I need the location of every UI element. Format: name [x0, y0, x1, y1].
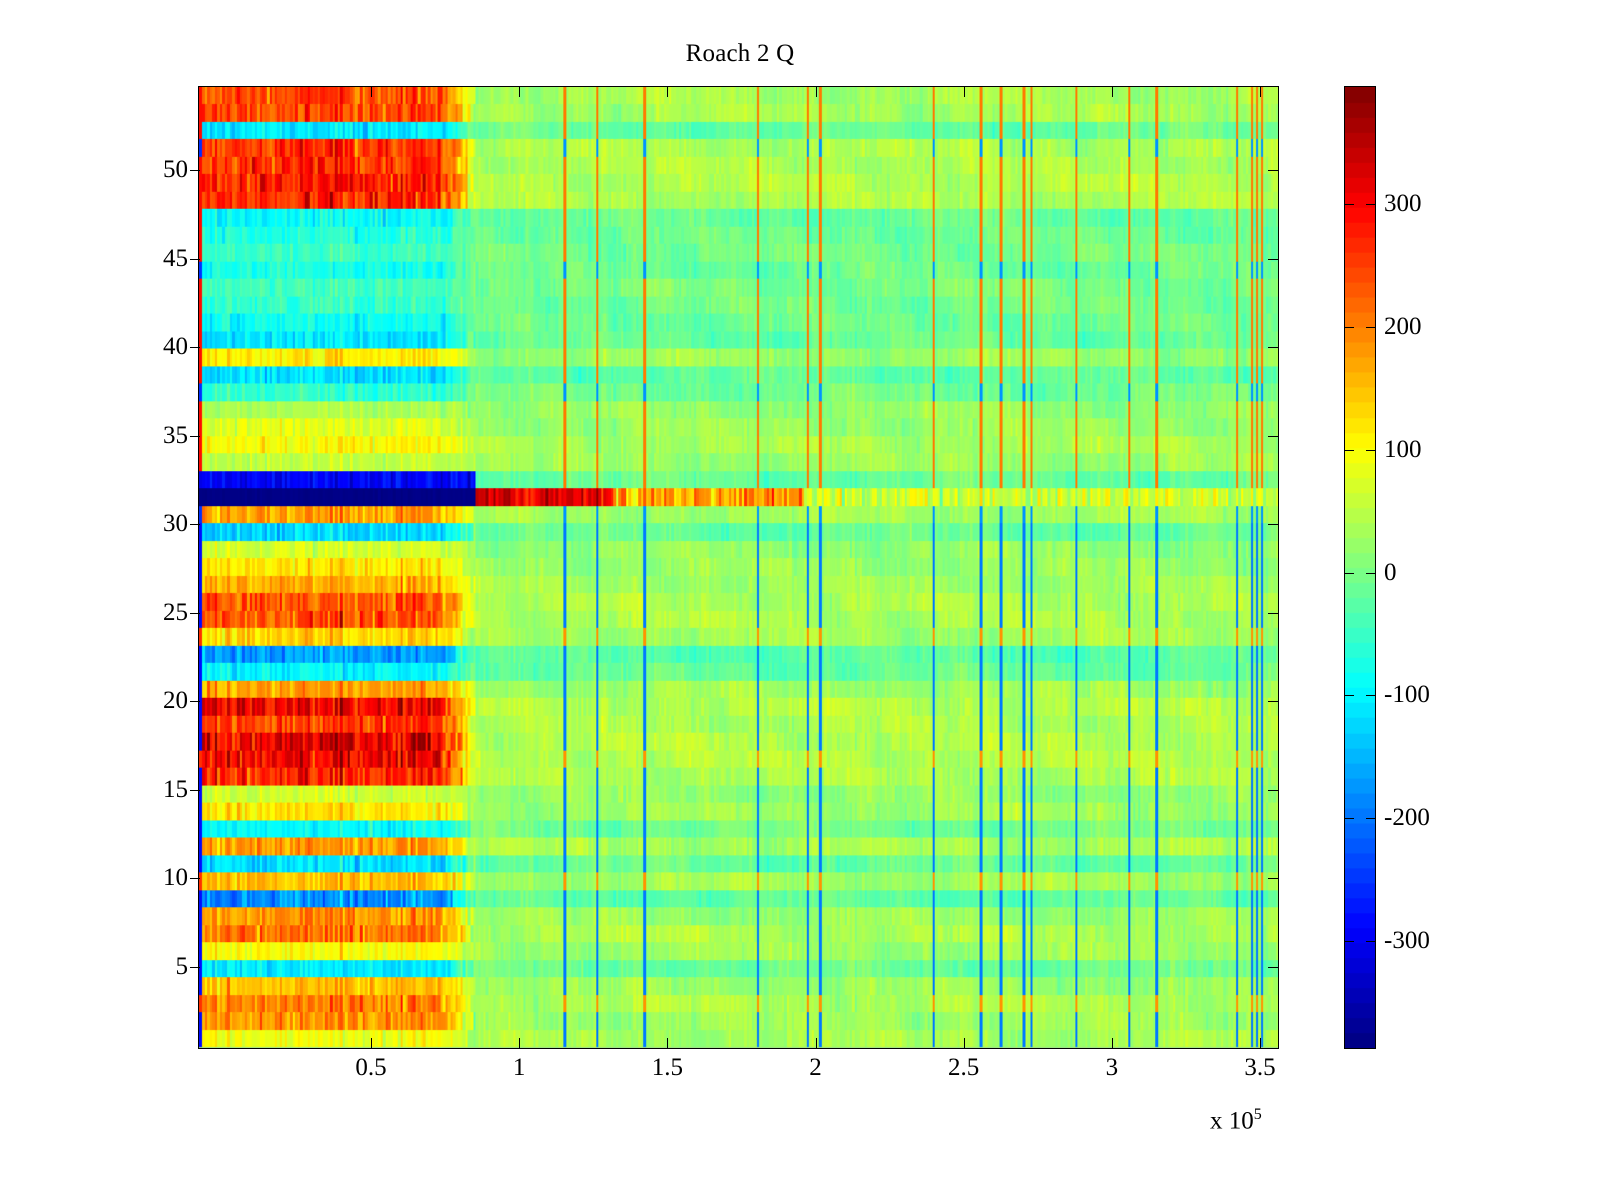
colorbar-tick-right: [1366, 204, 1375, 205]
x-axis-tick-top: [667, 86, 669, 97]
y-axis-tick-right: [1268, 524, 1279, 526]
colorbar-tick-label: -200: [1384, 804, 1430, 832]
colorbar-gradient: [1345, 87, 1375, 1048]
colorbar-tick-label: 200: [1384, 312, 1422, 340]
x-axis-tick: [1260, 1038, 1261, 1049]
colorbar-tick-right: [1366, 449, 1375, 451]
y-axis-tick: [190, 701, 200, 703]
y-axis-tick-right: [1268, 347, 1279, 349]
colorbar-tick-right: [1366, 818, 1375, 820]
x-axis-tick-label: 1.5: [651, 1054, 683, 1081]
x-axis-tick: [1111, 1038, 1113, 1049]
y-axis-tick: [190, 170, 200, 171]
y-axis-tick-right: [1268, 967, 1279, 968]
colorbar-tick: [1345, 818, 1354, 820]
colorbar-tick: [1345, 326, 1354, 328]
x-axis-tick: [963, 1038, 965, 1049]
colorbar-tick: [1345, 572, 1354, 574]
x-axis-tick-label: 0.5: [355, 1054, 387, 1081]
y-axis-tick-label: 10: [163, 864, 188, 892]
y-axis-tick-right: [1268, 170, 1279, 171]
y-axis-tick: [190, 612, 200, 614]
y-axis-tick-right: [1268, 701, 1279, 703]
x-axis-tick-label: 2: [809, 1054, 822, 1081]
x-axis-tick-top: [519, 86, 521, 97]
heatmap-plot-area[interactable]: [198, 86, 1279, 1049]
heatmap-image: [199, 87, 1278, 1048]
x-axis-exponent-label: x 105: [1210, 1106, 1262, 1135]
y-axis-tick-label: 15: [163, 775, 188, 803]
x-exponent-mantissa: x 10: [1210, 1107, 1254, 1135]
y-axis-tick: [190, 524, 200, 526]
colorbar-tick-right: [1366, 941, 1375, 942]
x-axis-tick-label: 3: [1105, 1054, 1119, 1081]
x-axis-tick-label: 3.5: [1244, 1054, 1276, 1081]
colorbar-tick-label: -300: [1384, 927, 1430, 954]
x-axis-tick: [371, 1038, 372, 1049]
x-exponent-power: 5: [1253, 1106, 1262, 1123]
colorbar-tick-label: -100: [1384, 681, 1430, 709]
y-axis-tick: [190, 878, 200, 880]
x-axis-tick-top: [1111, 86, 1113, 97]
x-axis-tick-top: [1260, 86, 1261, 97]
x-axis-tick: [667, 1038, 669, 1049]
y-axis-tick: [190, 435, 200, 437]
page-title: Roach 2 Q: [685, 40, 795, 67]
x-axis-tick-top: [963, 86, 965, 97]
y-axis-tick: [190, 347, 200, 349]
y-axis-tick-right: [1268, 789, 1279, 791]
y-axis-tick-right: [1268, 878, 1279, 880]
colorbar-tick: [1345, 449, 1354, 451]
y-axis-tick-label: 40: [163, 333, 188, 361]
colorbar-tick: [1345, 941, 1354, 942]
colorbar-tick-right: [1366, 572, 1375, 574]
colorbar-tick: [1345, 204, 1354, 205]
y-axis-tick-label: 5: [175, 953, 189, 980]
y-axis-tick-label: 35: [163, 421, 188, 449]
colorbar-tick-right: [1366, 695, 1375, 697]
y-axis-tick-label: 50: [163, 156, 188, 183]
x-axis-tick-label: 2.5: [948, 1054, 980, 1081]
y-axis-tick: [190, 967, 200, 968]
x-axis-tick: [519, 1038, 521, 1049]
y-axis-tick-label: 25: [163, 598, 188, 626]
y-axis-tick-label: 30: [163, 510, 188, 538]
colorbar-tick-right: [1366, 326, 1375, 328]
x-axis-tick: [815, 1038, 817, 1049]
y-axis-tick-label: 20: [163, 687, 188, 715]
colorbar-tick-label: 0: [1384, 558, 1397, 586]
x-axis-tick-label: 1: [512, 1054, 526, 1081]
x-axis-tick-top: [815, 86, 817, 97]
colorbar-tick-label: 300: [1384, 190, 1422, 217]
colorbar[interactable]: [1344, 86, 1376, 1049]
y-axis-tick-right: [1268, 258, 1279, 260]
y-axis-tick-label: 45: [163, 244, 188, 272]
y-axis-tick: [190, 789, 200, 791]
x-axis-tick-top: [371, 86, 372, 97]
y-axis-tick-right: [1268, 435, 1279, 437]
colorbar-tick: [1345, 695, 1354, 697]
colorbar-tick-label: 100: [1384, 435, 1422, 463]
y-axis-tick: [190, 258, 200, 260]
y-axis-tick-right: [1268, 612, 1279, 614]
